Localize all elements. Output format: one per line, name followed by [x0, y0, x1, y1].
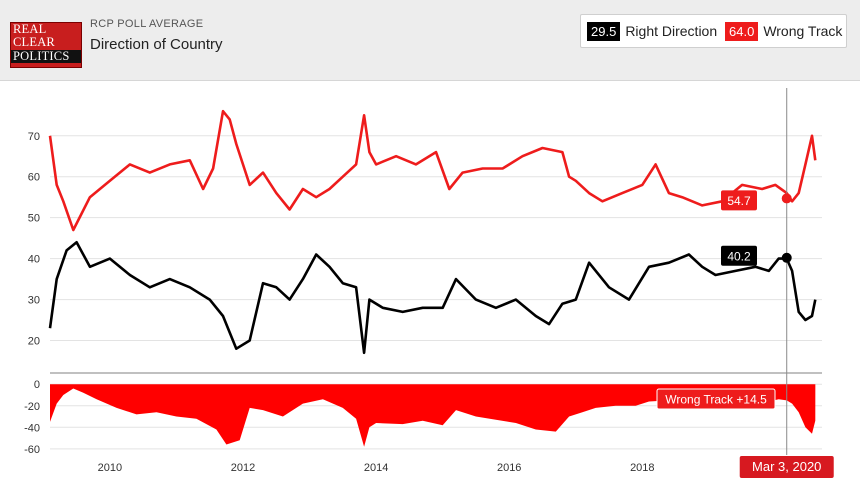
legend-right-label: Right Direction — [625, 23, 718, 39]
ytick-top-0: 20 — [28, 336, 40, 348]
chart-kicker: RCP POLL AVERAGE — [90, 18, 204, 30]
spread-value-outline — [656, 388, 776, 410]
wrong-track-line — [48, 109, 817, 232]
ytick-top-5: 70 — [28, 131, 40, 143]
logo-line-1: REAL — [13, 22, 47, 36]
logo-line-3: POLITICS — [11, 50, 81, 63]
ytick-top-4: 60 — [28, 172, 40, 184]
logo-line-2: CLEAR — [13, 35, 55, 49]
chart-header: REAL CLEAR POLITICS RCP POLL AVERAGE Dir… — [0, 0, 860, 81]
wrong-track-marker — [781, 193, 792, 204]
wrong-track-value-label: 54.7 — [727, 194, 751, 208]
xtick-2: 2014 — [364, 462, 388, 474]
right-direction-line — [48, 240, 817, 355]
crosshair-date-label: Mar 3, 2020 — [752, 459, 821, 474]
legend-wrong-label: Wrong Track — [763, 23, 843, 39]
xtick-3: 2016 — [497, 462, 521, 474]
right-direction-value-label: 40.2 — [727, 249, 751, 263]
legend: 29.5 Right Direction 64.0 Wrong Track — [580, 14, 847, 48]
xtick-1: 2012 — [231, 462, 255, 474]
ytick-top-3: 50 — [28, 213, 40, 225]
right-direction-value-label-box — [721, 245, 757, 266]
ytick-bottom-3: -60 — [24, 444, 40, 456]
ytick-top-1: 30 — [28, 295, 40, 307]
ytick-bottom-0: 0 — [34, 379, 40, 391]
legend-wrong-track[interactable]: 64.0 Wrong Track — [725, 21, 842, 41]
legend-wrong-value: 64.0 — [725, 21, 759, 41]
legend-right-direction[interactable]: 29.5 Right Direction — [587, 21, 717, 41]
ytick-bottom-2: -40 — [24, 422, 40, 434]
ytick-top-2: 40 — [28, 254, 40, 266]
legend-right-value: 29.5 — [587, 21, 621, 41]
chart-title: Direction of Country — [90, 36, 223, 53]
rcp-logo[interactable]: REAL CLEAR POLITICS — [10, 22, 82, 68]
wrong-track-value-label-box — [721, 190, 757, 211]
right-direction-marker — [781, 252, 792, 263]
spread-value-label: Wrong Track +14.5 — [665, 393, 767, 407]
spread-area — [50, 384, 816, 447]
crosshair-date-box — [739, 456, 834, 478]
xtick-4: 2018 — [630, 462, 654, 474]
poll-chart[interactable]: 20 30 40 50 60 70 0 -20 -40 -60 54.7 40.2 Wrong Trac… — [12, 83, 848, 483]
xtick-0: 2010 — [98, 462, 122, 474]
ytick-bottom-1: -20 — [24, 401, 40, 413]
spread-value-label-box — [657, 389, 775, 409]
